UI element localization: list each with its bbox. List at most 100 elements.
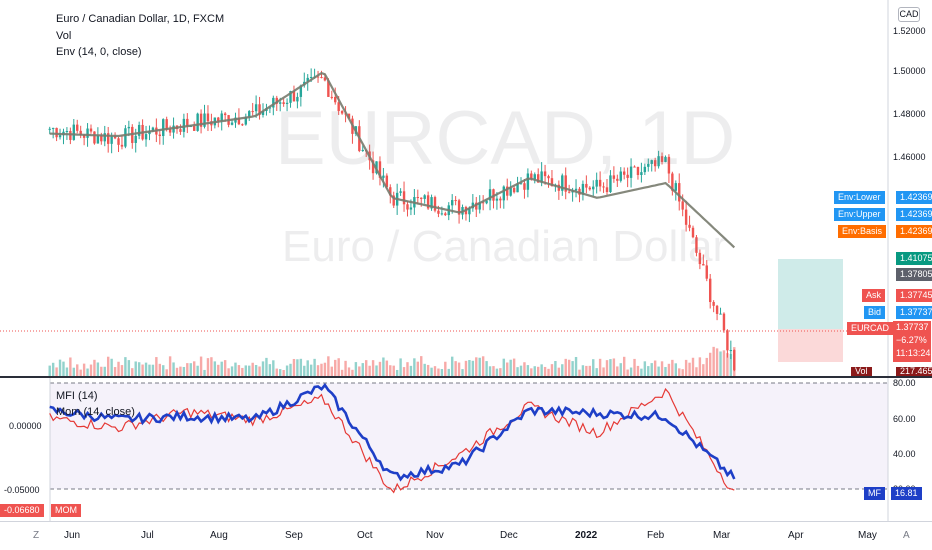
zoom-reset-button[interactable]: Z bbox=[33, 530, 40, 541]
mom-axis-label: -0.05000 bbox=[4, 485, 40, 495]
candle-body bbox=[347, 113, 351, 119]
volume-bar bbox=[120, 365, 124, 376]
volume-bar bbox=[492, 366, 495, 376]
mfi-axis-label: 60.00 bbox=[893, 414, 916, 424]
candle-body bbox=[402, 191, 406, 205]
long-position-stop-zone bbox=[778, 329, 843, 362]
volume-bar bbox=[375, 365, 378, 376]
candle-body bbox=[182, 118, 186, 132]
volume-bar bbox=[182, 366, 186, 376]
candle-body bbox=[296, 96, 299, 102]
volume-bar bbox=[389, 365, 392, 376]
candle-body bbox=[292, 91, 296, 102]
time-label: 2022 bbox=[575, 530, 598, 541]
candle-body bbox=[688, 224, 691, 228]
volume-bar bbox=[76, 364, 79, 376]
volume-bar bbox=[499, 368, 502, 376]
indicator-chart[interactable] bbox=[0, 378, 932, 521]
volume-bar bbox=[633, 358, 636, 376]
volume-bar bbox=[406, 362, 409, 376]
pane-separator[interactable] bbox=[0, 376, 932, 378]
volume-bar bbox=[605, 360, 609, 376]
volume-bar bbox=[395, 369, 399, 376]
candle-body bbox=[86, 128, 89, 138]
candle-body bbox=[55, 127, 58, 138]
candle-body bbox=[423, 195, 426, 199]
volume-bar bbox=[440, 369, 444, 376]
candle-body bbox=[626, 174, 629, 178]
volume-bar bbox=[667, 363, 671, 376]
price-label: 1.48000 bbox=[893, 109, 926, 119]
volume-bar bbox=[557, 367, 561, 376]
volume-bar bbox=[299, 358, 303, 376]
volume-bar bbox=[512, 358, 516, 376]
envelope-legend[interactable]: Env (14, 0, close) bbox=[56, 46, 142, 58]
time-label: Jun bbox=[64, 530, 81, 541]
candle-body bbox=[708, 278, 712, 303]
volume-bar bbox=[640, 368, 643, 376]
candle-body bbox=[426, 195, 430, 209]
volume-bar bbox=[402, 367, 406, 376]
volume-bar bbox=[715, 348, 719, 376]
volume-bars bbox=[48, 346, 736, 376]
volume-bar bbox=[619, 363, 622, 376]
volume-value: 217.465K bbox=[896, 367, 932, 376]
candle-body bbox=[454, 200, 457, 202]
price-label: 1.52000 bbox=[893, 26, 926, 36]
volume-bar bbox=[282, 369, 285, 376]
volume-bar bbox=[347, 367, 351, 376]
candle-body bbox=[698, 252, 702, 265]
candle-body bbox=[79, 130, 82, 135]
volume-bar bbox=[464, 360, 468, 376]
price-chart[interactable] bbox=[0, 0, 932, 376]
volume-bar bbox=[237, 365, 241, 376]
chart-title[interactable]: Euro / Canadian Dollar, 1D, FXCM bbox=[56, 13, 225, 25]
auto-scale-button[interactable]: A bbox=[903, 530, 910, 541]
candle-body bbox=[485, 200, 488, 204]
price-label: 1.50000 bbox=[893, 66, 926, 76]
volume-bar bbox=[712, 346, 715, 376]
candle-body bbox=[69, 130, 72, 140]
time-axis[interactable] bbox=[0, 521, 932, 550]
mfi-line bbox=[49, 382, 736, 482]
candle-body bbox=[585, 183, 588, 188]
candle-body bbox=[664, 156, 667, 162]
candle-body bbox=[540, 171, 543, 183]
volume-bar bbox=[137, 362, 141, 376]
candle-body bbox=[272, 97, 275, 108]
volume-bar bbox=[144, 362, 148, 376]
candle-body bbox=[406, 204, 409, 210]
volume-bar bbox=[684, 359, 688, 376]
candle-body bbox=[217, 117, 220, 122]
volume-bar bbox=[612, 358, 616, 376]
bid-value: 1.37737 bbox=[896, 306, 932, 319]
volume-bar bbox=[653, 360, 657, 376]
candle-body bbox=[89, 128, 93, 132]
candle-body bbox=[598, 179, 602, 187]
env-upper-value: 1.42369 bbox=[896, 208, 932, 221]
volume-bar bbox=[595, 368, 598, 376]
candle-body bbox=[309, 76, 313, 78]
volume-bar bbox=[251, 362, 254, 376]
volume-bar bbox=[220, 361, 223, 376]
volume-bar bbox=[416, 361, 420, 376]
volume-bar bbox=[327, 356, 330, 376]
volume-bar bbox=[364, 360, 368, 376]
mom-legend[interactable]: Mom (14, close) bbox=[56, 406, 135, 418]
candle-body bbox=[684, 209, 688, 225]
volume-bar bbox=[598, 358, 602, 376]
volume-legend[interactable]: Vol bbox=[56, 30, 72, 42]
candle-body bbox=[605, 187, 609, 193]
mfi-legend[interactable]: MFI (14) bbox=[56, 390, 98, 402]
candle-body bbox=[192, 126, 196, 131]
candle-body bbox=[254, 104, 258, 112]
volume-bar bbox=[89, 364, 93, 376]
volume-bar bbox=[313, 358, 316, 376]
currency-button[interactable]: CAD bbox=[898, 7, 920, 22]
entry-price-tag: 1.37805 bbox=[896, 268, 932, 281]
volume-bar bbox=[378, 361, 382, 376]
price-label: 1.46000 bbox=[893, 152, 926, 162]
volume-bar bbox=[629, 367, 633, 376]
mom-axis-label: 0.00000 bbox=[9, 421, 42, 431]
candle-body bbox=[588, 187, 592, 190]
